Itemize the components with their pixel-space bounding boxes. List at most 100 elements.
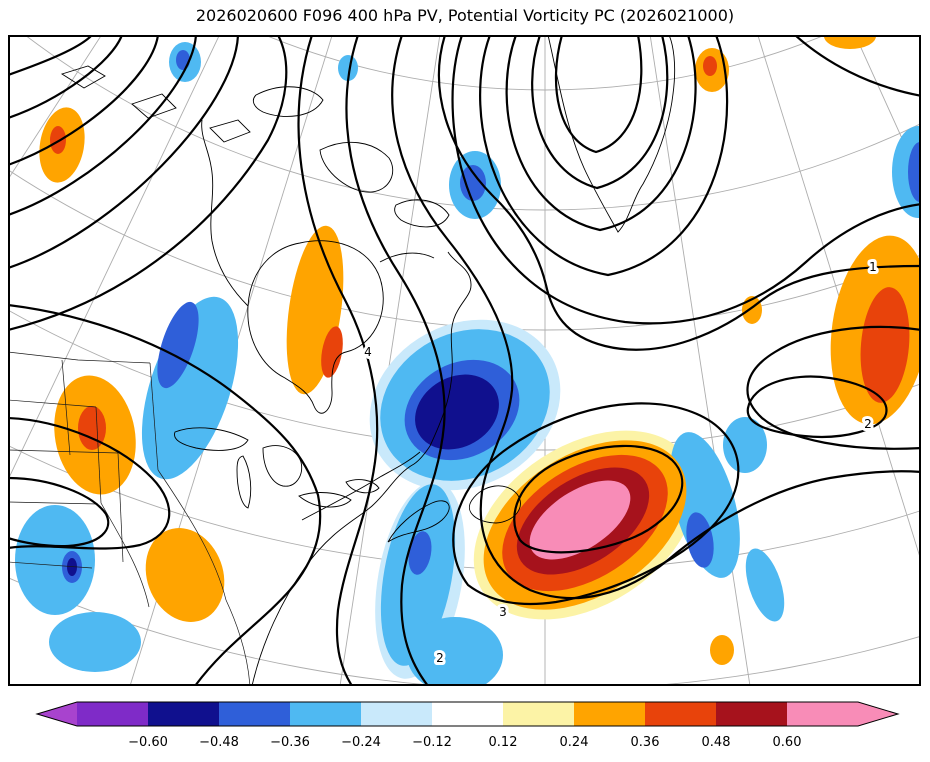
anomaly-blob — [50, 126, 66, 154]
coastline-lake-erie — [298, 492, 352, 508]
colorbar-segment — [574, 702, 645, 726]
colorbar-segment — [645, 702, 716, 726]
coastlines — [60, 36, 676, 685]
colorbar-segment — [77, 702, 148, 726]
anomaly-blob — [745, 548, 785, 622]
graticule-circle — [9, 309, 920, 451]
coastline-arctic-island — [252, 86, 324, 117]
colorbar-tick-label: −0.60 — [128, 735, 168, 750]
border-line — [9, 449, 119, 454]
coastline-lake-superior — [174, 427, 249, 451]
political-borders — [9, 351, 251, 685]
colorbar: −0.60 −0.48 −0.36 −0.24 −0.12 0.12 0.24 … — [35, 701, 900, 750]
colorbar-segments — [37, 702, 898, 726]
colorbar-tick-label: 0.24 — [560, 735, 589, 750]
graticule-line — [129, 36, 333, 685]
pv-contour-line — [9, 304, 322, 685]
coastline-lake-huron — [262, 445, 303, 487]
coastline-newfoundland — [469, 485, 521, 524]
contour-label: 2 — [864, 417, 872, 431]
pv-contour-line — [9, 36, 93, 76]
border-line — [149, 362, 159, 471]
border-line — [157, 469, 227, 601]
border-line — [95, 406, 102, 504]
anomaly-blob — [529, 480, 631, 560]
pv-contour-line — [437, 36, 920, 351]
pv-contour-line — [345, 36, 446, 685]
border-line — [117, 452, 124, 563]
coastline-arctic-island — [394, 199, 450, 228]
anomaly-blob — [824, 36, 876, 49]
coastline-baffin-island — [319, 141, 394, 193]
anomaly-pink — [529, 480, 631, 560]
anomaly-blob — [710, 635, 734, 665]
anomaly-blob — [407, 617, 503, 685]
border-line — [100, 502, 150, 608]
coastline-st-lawrence — [301, 451, 421, 521]
anomaly-blob — [286, 225, 344, 395]
colorbar-tick-label: −0.12 — [412, 735, 452, 750]
pv-contour-line — [531, 36, 669, 190]
anomaly-navy — [67, 374, 499, 576]
anomaly-blob — [321, 326, 343, 378]
anomaly-blob — [78, 406, 106, 450]
pv-contour-line — [746, 325, 920, 450]
pv-contour-line — [505, 36, 697, 232]
pv-contour-closed-loop — [452, 402, 740, 606]
anomaly-blob — [67, 558, 77, 576]
pv-contour-line — [9, 36, 288, 331]
colorbar-segment — [148, 702, 219, 726]
colorbar-tick-label: 0.12 — [489, 735, 518, 750]
colorbar-segment — [432, 702, 503, 726]
anomaly-blob — [460, 165, 486, 201]
coastline-arctic-island — [209, 119, 251, 143]
graticule-circle — [25, 36, 920, 211]
anomaly-blob — [157, 301, 199, 389]
anomaly-blob — [703, 56, 717, 76]
border-line — [225, 599, 251, 685]
anomaly-blob — [176, 50, 190, 70]
colorbar-tick-label: 0.36 — [631, 735, 660, 750]
pv-contour-line — [479, 36, 729, 277]
colorbar-arrow-left — [37, 702, 77, 726]
coastline-lake-michigan — [236, 455, 252, 509]
pv-contour-closed-loop — [513, 444, 684, 554]
colorbar-tick-label: −0.24 — [341, 735, 381, 750]
contour-label: 3 — [499, 605, 507, 619]
border-line — [9, 399, 97, 408]
pv-contour-line — [9, 36, 159, 166]
coastline-greenland — [547, 36, 676, 233]
colorbar-segment — [503, 702, 574, 726]
graticule-line — [757, 36, 920, 559]
pv-contour-line — [554, 36, 643, 154]
coastline-hudson-west — [201, 119, 249, 307]
map-frame — [8, 35, 921, 686]
contour-label: 4 — [364, 345, 372, 359]
coastline-hudson-bay — [247, 240, 384, 414]
pv-contour-line — [297, 36, 379, 685]
colorbar-segment — [219, 702, 290, 726]
graticule-line — [9, 36, 220, 479]
colorbar-arrow-right — [858, 702, 898, 726]
pv-contour-line — [391, 36, 920, 600]
anomaly-blob — [415, 374, 499, 450]
coastline-east-coast — [251, 445, 431, 685]
weather-map: 4 1 2 3 2 — [8, 35, 921, 686]
pv-contour-line — [9, 36, 197, 216]
border-line — [61, 359, 71, 456]
pv-contours — [9, 36, 920, 685]
pv-contour-line — [9, 416, 171, 550]
anomaly-blob — [145, 528, 225, 622]
anomaly-blob — [908, 142, 920, 202]
contour-label: 1 — [869, 260, 877, 274]
colorbar-segment — [787, 702, 858, 726]
anomaly-blob — [686, 512, 714, 568]
border-line — [9, 561, 93, 569]
colorbar-tick-label: 0.48 — [702, 735, 731, 750]
colorbar-segment — [716, 702, 787, 726]
colorbar-tick-label: 0.60 — [773, 735, 802, 750]
page-title: 2026020600 F096 400 hPa PV, Potential Vo… — [195, 6, 735, 25]
anomaly-blob — [723, 417, 767, 473]
coastline-labrador — [429, 251, 472, 447]
contour-label: 2 — [436, 651, 444, 665]
